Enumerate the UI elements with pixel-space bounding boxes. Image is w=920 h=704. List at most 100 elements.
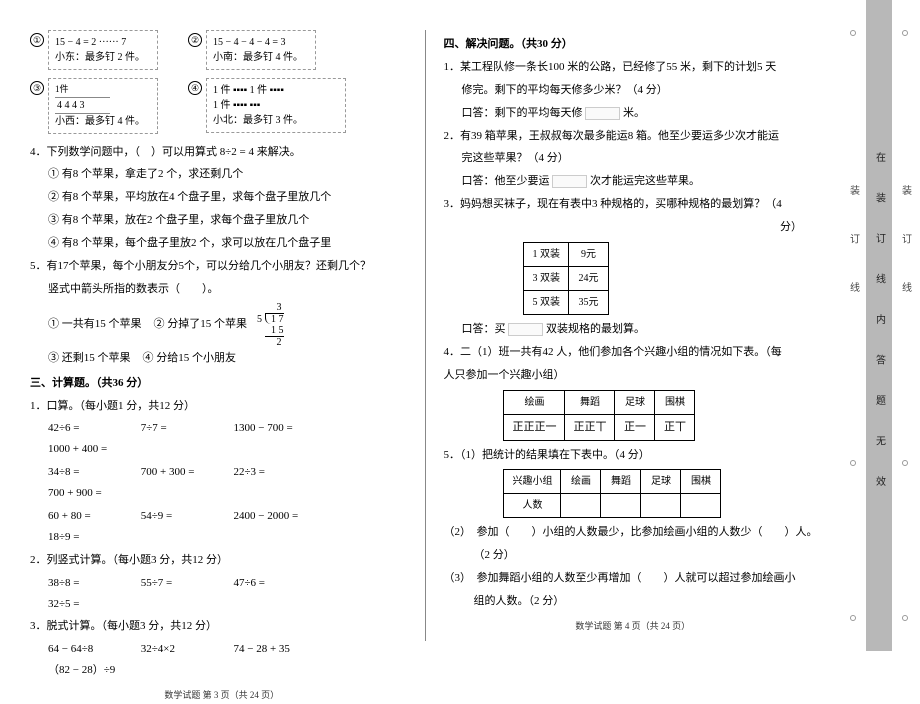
calc: 2400 − 2000 = [234,506,344,527]
q5-row2: ③ 还剩15 个苹果 ④ 分给15 个小朋友 [30,348,413,369]
tally-table: 绘画 舞蹈 足球 围棋 正正正一 正正丅 正一 正丅 [503,390,695,441]
option-4-badge: ④ [188,81,202,95]
calc: 55÷7 = [141,573,231,594]
s4-q1-ans: 口答：剩下的平均每天修 米。 [443,103,822,124]
answer-blank[interactable] [508,323,543,336]
s4-q5-p3: （3） 参加舞蹈小组的人数至少再增加（ ）人就可以超过参加绘画小 [443,568,822,589]
cell: 正正正一 [504,414,565,440]
table-row: 绘画 舞蹈 足球 围棋 [504,390,695,414]
q4-stem: 4．下列数学问题中，（ ）可以用算式 8÷2 = 4 来解决。 [30,142,413,163]
cell: 1 双装 [524,243,569,267]
s4-q3-l1: 3．妈妈想买袜子，现在有表中3 种规格的，买哪种规格的最划算？（4 [443,194,822,215]
s4-q2-l1: 2．有39 箱苹果，王叔叔每次最多能运8 箱。他至少要运多少次才能运 [443,126,822,147]
q5-o1: ① 一共有15 个苹果 [48,314,142,335]
s3-p3-h: 3．脱式计算。（每小题3 分，共12 分） [30,616,413,637]
s4-q5-l1: 5．（1）把统计的结果填在下表中。（4 分） [443,445,822,466]
q5-o2: ② 分掉了15 个苹果 [154,314,248,335]
calc: （82 − 28）÷9 [48,660,138,681]
grey-column: 在 装 订 线 内 答 题 无 效 [866,0,892,651]
answer-blank[interactable] [552,175,587,188]
cell: 围棋 [655,390,695,414]
box-3: 1件 4 4 4 3 小西：最多钉 4 件。 [48,78,158,134]
answer-blank[interactable] [585,107,620,120]
cell: 人数 [504,494,561,518]
s3-p1-r1: 42÷6 = 7÷7 = 1300 − 700 = 1000 + 400 = [30,418,413,460]
box-2: 15 − 4 − 4 − 4 = 3 小南：最多钉 4 件。 [206,30,316,70]
page-4: 四、解决问题。（共30 分） 1．某工程队修一条长100 米的公路，已经修了55… [428,30,822,641]
calc: 32÷5 = [48,594,138,615]
strip-text-mid: 在 装 订 线 内 答 题 无 效 [872,152,887,500]
section-3-title: 三、计算题。（共36 分） [30,373,413,394]
cell: 足球 [641,470,681,494]
s4-q5-p2b: （2 分） [443,545,822,566]
cell: 正丅 [655,414,695,440]
page-3: ① 15 − 4 = 2 ······ 7 小东：最多钉 2 件。 ② 15 −… [30,30,423,641]
calc: 7÷7 = [141,418,231,439]
answer-label: 口答：剩下的平均每天修 [461,107,582,119]
cell-blank[interactable] [681,494,721,518]
q4-o4: ④ 有8 个苹果，每个盘子里放2 个，求可以放在几个盘子里 [30,233,413,254]
q4-o3: ③ 有8 个苹果，放在2 个盘子里，求每个盘子里放几个 [30,210,413,231]
q4-o2: ② 有8 个苹果，平均放在4 个盘子里，求每个盘子里放几个 [30,187,413,208]
ld-sub: →1 5 [265,325,284,337]
q5-sub: 竖式中箭头所指的数表示（ ）。 [30,279,413,300]
footer-left: 数学试题 第 3 页（共 24 页） [30,687,413,704]
box-row-1: ① 15 − 4 = 2 ······ 7 小东：最多钉 2 件。 ② 15 −… [30,30,413,70]
s3-p1-h: 1．口算。（每小题1 分，共12 分） [30,396,413,417]
s4-q2-ans: 口答：他至少要运 次才能运完这些苹果。 [443,171,822,192]
s3-p1-r3: 60 + 80 = 54÷9 = 2400 − 2000 = 18÷9 = [30,506,413,548]
answer-unit: 双装规格的最划算。 [546,323,645,335]
cell: 正一 [615,414,655,440]
box2-line2: 小南：最多钉 4 件。 [213,50,309,65]
strip-text-right: 装 订 线 [898,185,913,310]
q5-o3: ③ 还剩15 个苹果 [48,348,131,369]
table-row: 5 双装35元 [524,291,609,315]
dot-icon [850,30,856,36]
cell-blank[interactable] [601,494,641,518]
answer-label: 口答：买 [461,323,505,335]
s3-p3-r: 64 − 64÷8 32÷4×2 74 − 28 + 35 （82 − 28）÷… [30,639,413,681]
price-table: 1 双装9元 3 双装24元 5 双装35元 [523,242,609,315]
page-spread: ① 15 − 4 = 2 ······ 7 小东：最多钉 2 件。 ② 15 −… [0,0,840,651]
s4-q4-l1: 4．二（1）班一共有42 人，他们参加各个兴趣小组的情况如下表。（每 [443,342,822,363]
s4-q5-p3b: 组的人数。（2 分） [443,591,822,612]
s3-p2-h: 2．列竖式计算。（每小题3 分，共12 分） [30,550,413,571]
cell-blank[interactable] [561,494,601,518]
s4-q2-l2: 完这些苹果？（4 分） [443,148,822,169]
cell: 24元 [568,267,608,291]
cell: 舞蹈 [565,390,615,414]
answer-label: 口答：他至少要运 [461,175,549,187]
cell: 35元 [568,291,608,315]
box-4: 1 件 ▪▪▪▪ 1 件 ▪▪▪▪ 1 件 ▪▪▪▪ ▪▪▪ 小北：最多钉 3 … [206,78,346,133]
q5-row1: ① 一共有15 个苹果 ② 分掉了15 个苹果 3 51 7 →1 5 2 [30,302,413,348]
box1-line2: 小东：最多钉 2 件。 [55,50,151,65]
ld-dividend: 1 7 [271,314,284,325]
table-row: 1 双装9元 [524,243,609,267]
calc: 22÷3 = [234,462,344,483]
cell-blank[interactable] [641,494,681,518]
dot-column-2: 装 订 线 [892,0,918,651]
box-row-2: ③ 1件 4 4 4 3 小西：最多钉 4 件。 ④ 1 件 ▪▪▪▪ 1 件 … [30,78,413,134]
box-1: 15 − 4 = 2 ······ 7 小东：最多钉 2 件。 [48,30,158,70]
dot-icon [850,460,856,466]
table-row: 正正正一 正正丅 正一 正丅 [504,414,695,440]
box3-line2: 小西：最多钉 4 件。 [55,114,151,129]
strip-text-left: 装 订 线 [846,185,861,310]
box2-line1: 15 − 4 − 4 − 4 = 3 [213,35,309,50]
q5-o4: ④ 分给15 个小朋友 [143,348,237,369]
cell: 正正丅 [565,414,615,440]
calc: 60 + 80 = [48,506,138,527]
calc: 700 + 300 = [141,462,231,483]
dot-icon [902,615,908,621]
calc: 700 + 900 = [48,483,138,504]
answer-unit: 次才能运完这些苹果。 [590,175,700,187]
calc: 54÷9 = [141,506,231,527]
option-1-badge: ① [30,33,44,47]
box3-mid: 4 4 4 3 [55,97,110,114]
answer-unit: 米。 [623,107,645,119]
section-4-title: 四、解决问题。（共30 分） [443,34,822,55]
calc: 1000 + 400 = [48,439,138,460]
cell: 5 双装 [524,291,569,315]
box4-r1: 1 件 ▪▪▪▪ 1 件 ▪▪▪▪ [213,83,339,98]
stats-table: 兴趣小组 绘画 舞蹈 足球 围棋 人数 [503,469,721,518]
